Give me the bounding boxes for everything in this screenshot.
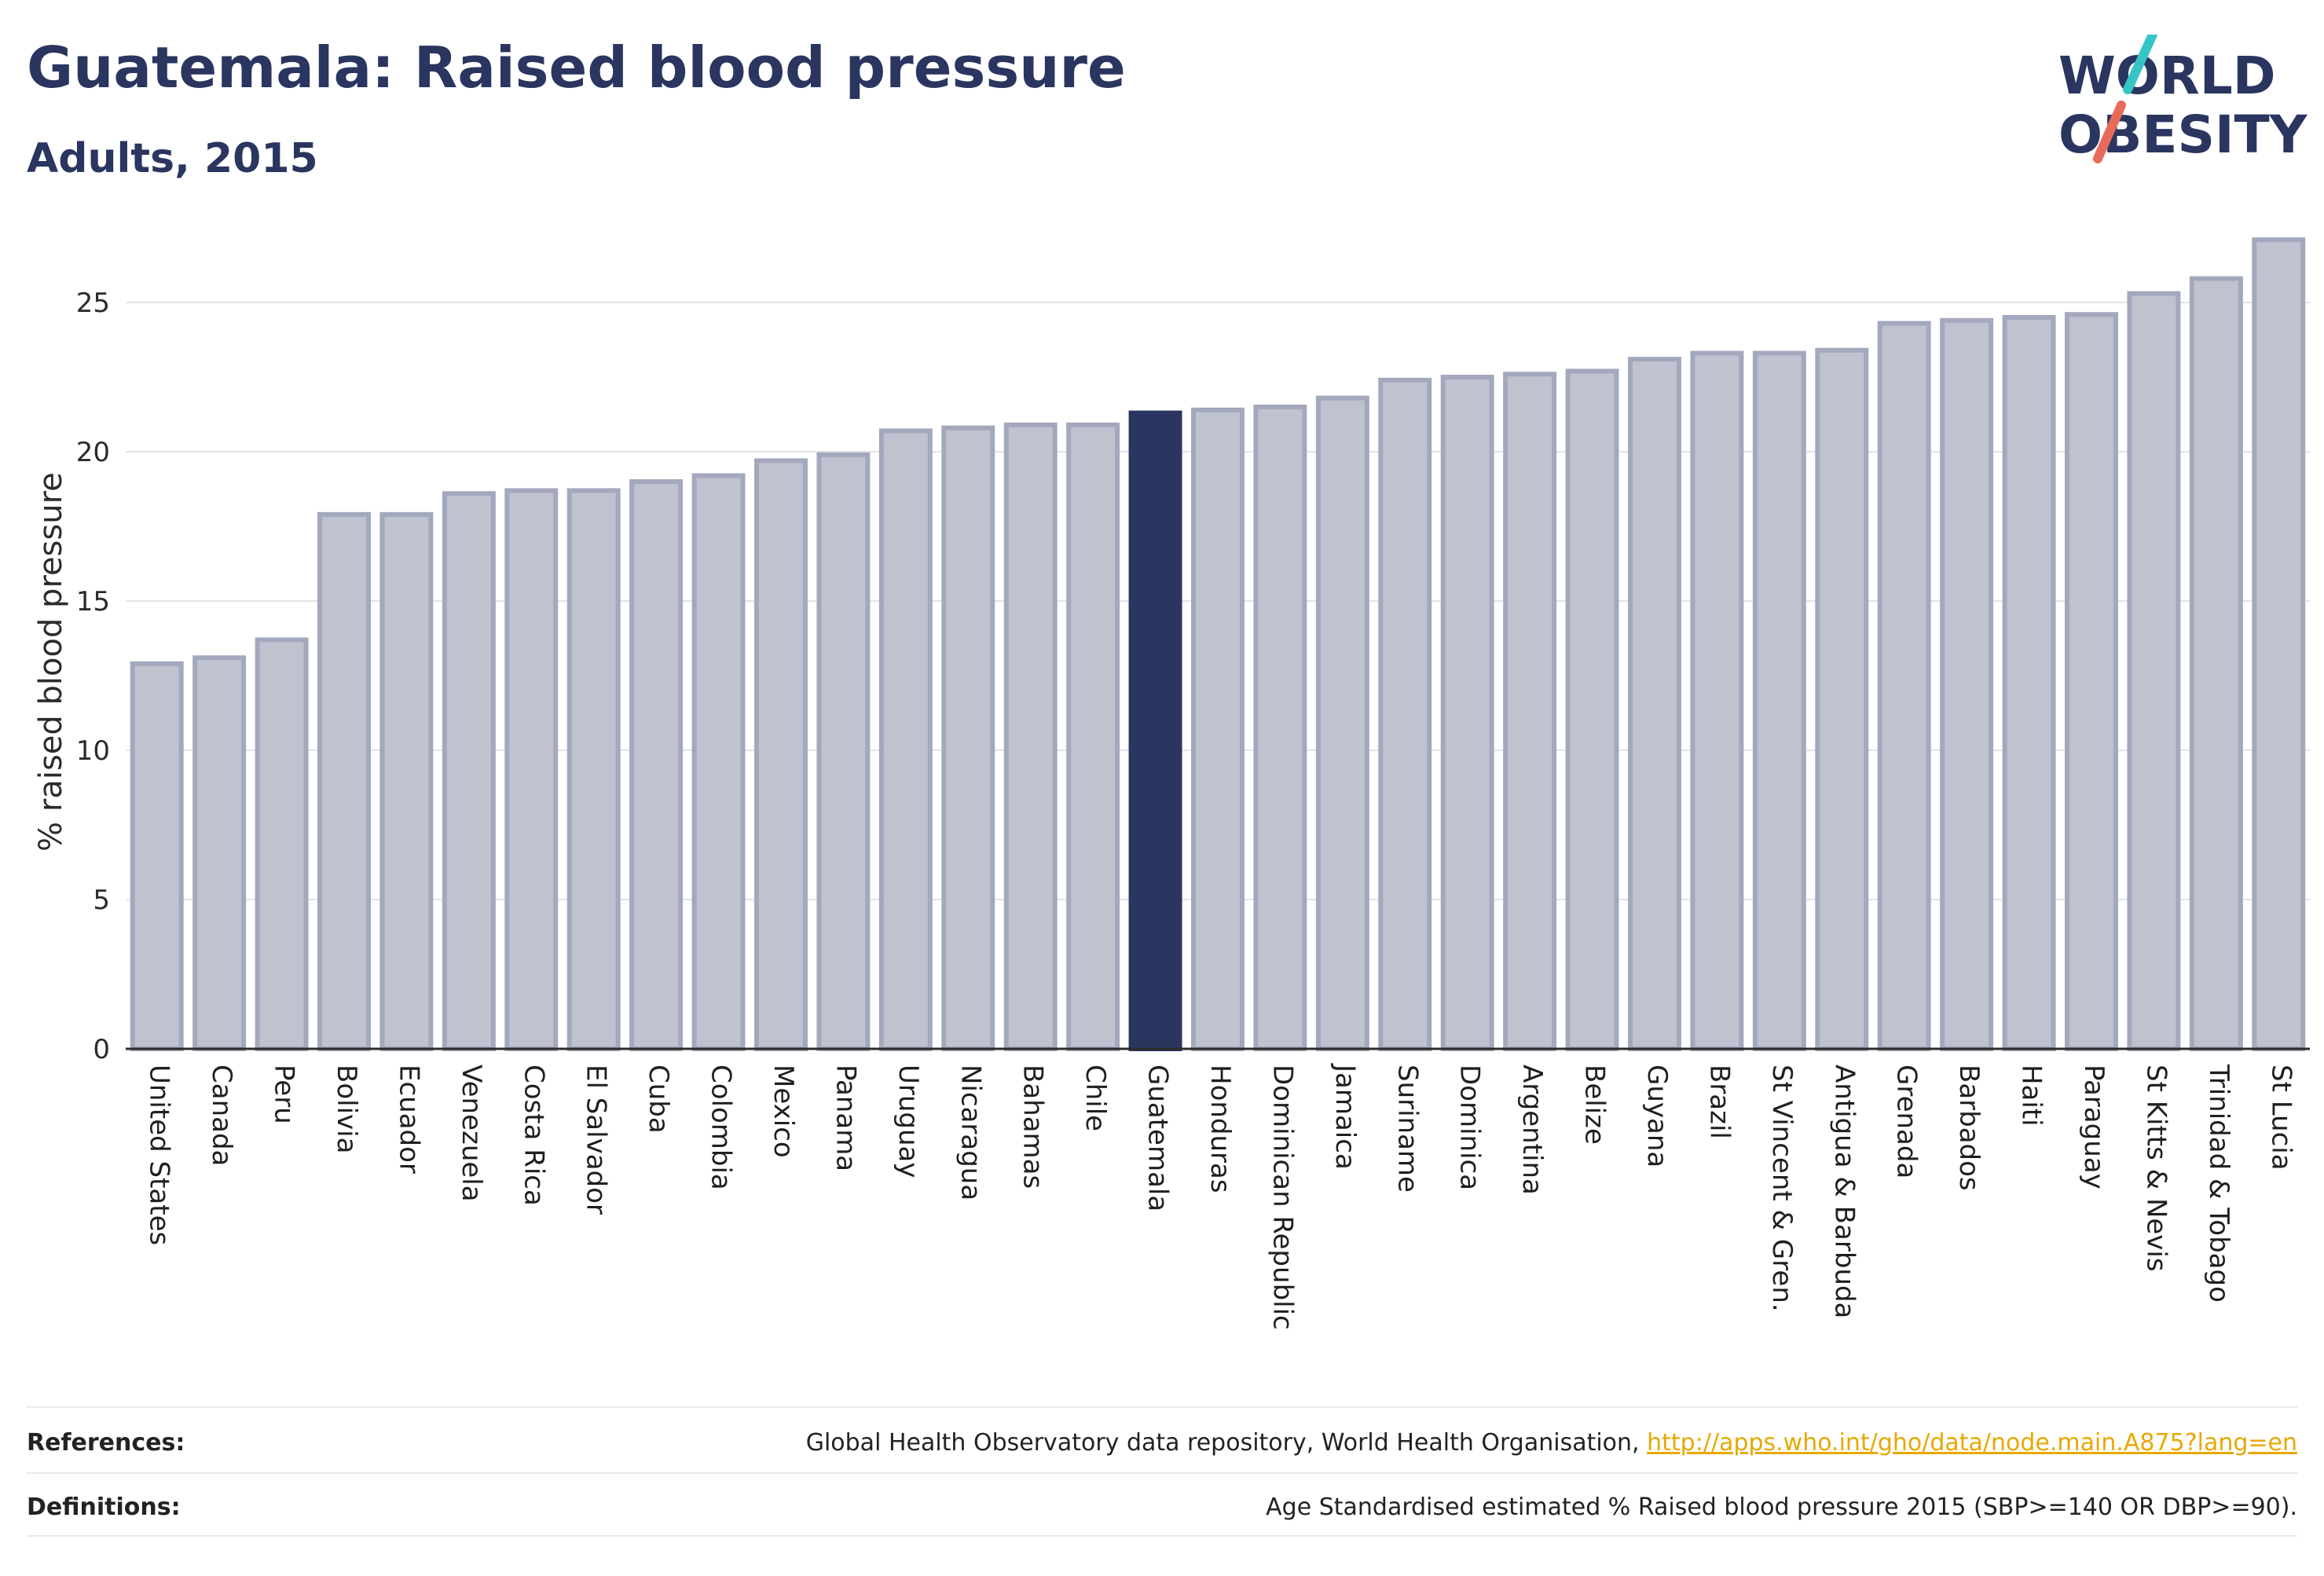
x-tick-label: Costa Rica	[518, 1065, 549, 1206]
references-value: Global Health Observatory data repositor…	[806, 1429, 2297, 1457]
x-tick-label: Suriname	[1391, 1065, 1423, 1193]
x-tick-label: Grenada	[1891, 1065, 1923, 1178]
bar-bahamas	[1003, 422, 1058, 1051]
logo-slash-coral	[2093, 101, 2126, 163]
x-tick-label: Haiti	[2016, 1065, 2047, 1127]
x-tick-label: Argentina	[1516, 1065, 1548, 1195]
x-tick-label: Nicaragua	[955, 1065, 986, 1200]
bar-costa-rica	[504, 488, 559, 1051]
chart-subtitle: Adults, 2015	[27, 135, 318, 182]
bar-honduras	[1191, 407, 1244, 1051]
bar-el-salvador	[566, 488, 621, 1051]
x-axis-ticks: United States Canada Peru Bolivia Ecuador Ven…	[144, 1063, 2297, 1330]
x-tick-label: Ecuador	[393, 1065, 424, 1174]
x-tick-label: Dominican Republic	[1266, 1065, 1298, 1330]
x-tick-label: Paraguay	[2078, 1065, 2110, 1189]
x-tick-label: Canada	[206, 1065, 237, 1166]
x-tick-label: Guyana	[1641, 1065, 1673, 1167]
bar-dominica	[1440, 375, 1494, 1051]
world-obesity-logo: WORLD OBESITY	[2058, 35, 2308, 165]
bar-trinidad-tobago	[2189, 276, 2243, 1052]
x-tick-label: Dominica	[1454, 1065, 1486, 1190]
bar-colombia	[691, 473, 746, 1051]
bar-cuba	[629, 479, 684, 1051]
x-tick-label: Colombia	[706, 1065, 737, 1190]
x-tick-label: Bahamas	[1017, 1065, 1049, 1189]
x-tick-label: Bolivia	[331, 1065, 362, 1153]
x-tick-label: Venezuela	[456, 1065, 487, 1202]
y-tick-label: 25	[76, 288, 110, 319]
bar-guyana	[1628, 357, 1681, 1051]
x-tick-label: El Salvador	[581, 1065, 612, 1215]
bar-argentina	[1503, 372, 1557, 1051]
x-tick-label: Trinidad & Tobago	[2203, 1064, 2234, 1303]
bar-canada	[192, 655, 247, 1051]
bar-haiti	[2002, 315, 2056, 1051]
references-link[interactable]: http://apps.who.int/gho/data/node.main.A…	[1647, 1428, 2297, 1457]
definitions-text: Age Standardised estimated % Raised bloo…	[1266, 1493, 2297, 1521]
bar-nicaragua	[941, 425, 995, 1051]
bar-dominican-republic	[1253, 405, 1307, 1051]
bar-belize	[1565, 368, 1619, 1051]
x-tick-label: St Kitts & Nevis	[2140, 1065, 2172, 1272]
bar-barbados	[1940, 317, 1994, 1051]
x-tick-label: Peru	[269, 1065, 300, 1124]
x-tick-label: Cuba	[643, 1065, 674, 1134]
x-tick-label: Uruguay	[893, 1065, 924, 1178]
bar-uruguay	[878, 428, 933, 1051]
x-tick-label: St Vincent & Gren.	[1766, 1065, 1798, 1312]
y-axis-label: % raised blood pressure	[33, 472, 69, 852]
x-tick-label: Jamaica	[1329, 1063, 1361, 1170]
y-tick-label: 0	[93, 1034, 110, 1065]
x-tick-label: Belize	[1579, 1065, 1611, 1145]
y-tick-label: 20	[76, 437, 110, 468]
chart-title: Guatemala: Raised blood pressure	[27, 35, 1126, 101]
x-tick-label: Barbados	[1953, 1065, 1985, 1191]
y-tick-label: 5	[93, 885, 110, 916]
y-tick-label: 15	[76, 586, 110, 618]
bar-panama	[816, 452, 871, 1051]
x-tick-label: St Lucia	[2265, 1065, 2297, 1171]
x-tick-label: Antigua & Barbuda	[1828, 1065, 1860, 1318]
logo-word-1: WORLD	[2058, 46, 2276, 106]
bar-guatemala	[1128, 410, 1182, 1051]
references-label: References:	[27, 1428, 185, 1457]
bar-paraguay	[2065, 312, 2118, 1051]
footer-rule-bottom	[27, 1535, 2297, 1537]
y-tick-label: 10	[76, 735, 110, 767]
y-axis-ticks: 0 5 10 15 20 25	[76, 288, 110, 1065]
logo-slash-teal	[2123, 35, 2157, 94]
x-tick-label: Brazil	[1703, 1065, 1735, 1139]
x-tick-label: United States	[144, 1065, 175, 1245]
bar-jamaica	[1315, 395, 1369, 1052]
bar-chart: 0 5 10 15 20 25 United States Canada Peru Bolivi…	[33, 237, 2310, 1330]
bar-grenada	[1877, 321, 1931, 1052]
x-tick-label: Honduras	[1204, 1065, 1236, 1193]
x-tick-label: Chile	[1080, 1065, 1111, 1131]
bar-ecuador	[379, 511, 434, 1051]
bar-st-vincent-gren-	[1752, 350, 1806, 1052]
bar-bolivia	[317, 511, 371, 1051]
definitions-row: Definitions: Age Standardised estimated …	[27, 1485, 2297, 1529]
definitions-label: Definitions:	[27, 1493, 181, 1521]
bar-venezuela	[442, 491, 496, 1051]
x-tick-label: Panama	[830, 1065, 861, 1171]
x-tick-label: Guatemala	[1142, 1065, 1174, 1211]
x-tick-label: Mexico	[768, 1065, 799, 1158]
bar-mexico	[754, 458, 808, 1051]
bar-antigua-barbuda	[1815, 347, 1869, 1051]
bar-suriname	[1378, 377, 1432, 1051]
bar-brazil	[1690, 350, 1744, 1052]
references-text: Global Health Observatory data repositor…	[805, 1428, 1640, 1457]
bar-st-lucia	[2252, 237, 2306, 1052]
footer-rule-top	[27, 1406, 2297, 1408]
bar-united-states	[130, 661, 184, 1051]
bar-chile	[1066, 422, 1120, 1051]
bar-st-kitts-nevis	[2127, 291, 2181, 1052]
bar-peru	[255, 637, 309, 1051]
footer-rule-middle	[27, 1472, 2297, 1474]
references-row: References: Global Health Observatory da…	[27, 1420, 2297, 1464]
bars	[130, 237, 2306, 1052]
